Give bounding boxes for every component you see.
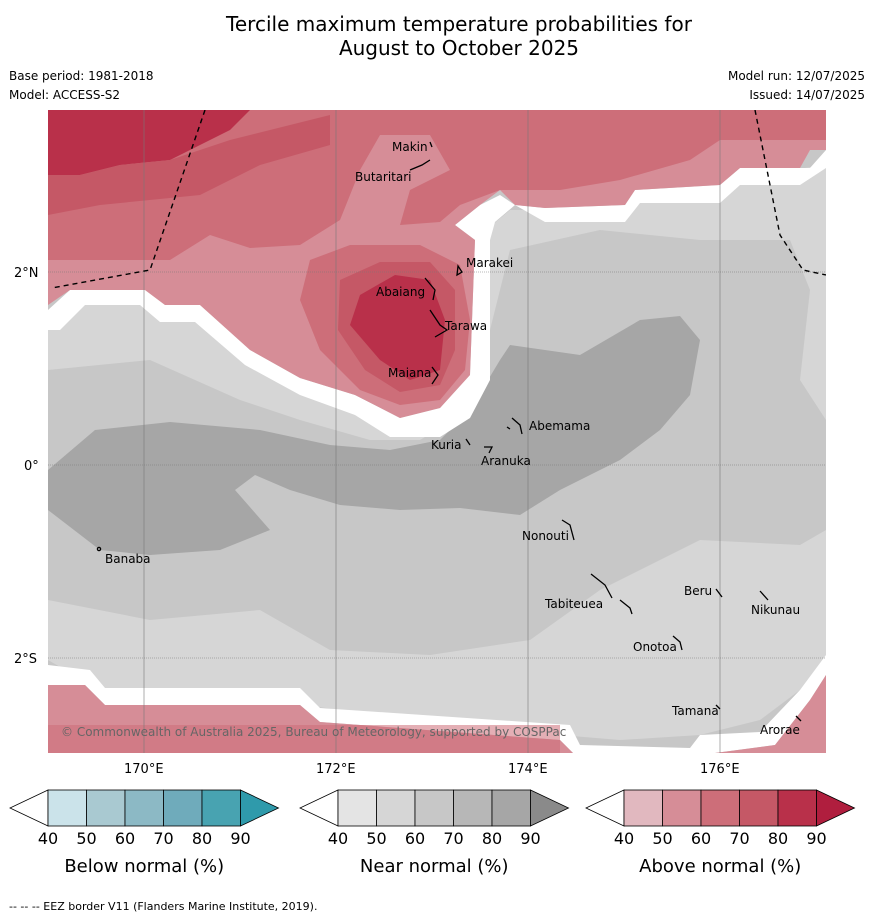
lat-label-0: 0° <box>24 459 39 474</box>
colorbar-above-tick: 40 <box>614 829 634 848</box>
label-abemama: Abemama <box>529 419 590 433</box>
lat-label-2s: 2°S <box>14 652 37 667</box>
label-tabiteuea: Tabiteuea <box>544 597 603 611</box>
colorbar-group: 40 50 60 70 80 90 Below normal (%) 40 50 60 70 80 90… <box>9 789 856 877</box>
colorbar-near-tick: 80 <box>482 829 502 848</box>
near-normal-50-south <box>48 530 826 740</box>
colorbar-below-segment <box>124 789 164 827</box>
colorbar-near-segment <box>414 789 454 827</box>
model-name: Model: ACCESS-S2 <box>9 88 121 102</box>
colorbar-below-low-extend <box>9 789 49 827</box>
colorbar-near-segment <box>491 789 531 827</box>
colorbar-near-segment <box>453 789 493 827</box>
title-line-2: August to October 2025 <box>338 36 580 60</box>
label-nikunau: Nikunau <box>751 603 800 617</box>
colorbar-near-tick: 70 <box>443 829 463 848</box>
label-aranuka: Aranuka <box>481 454 531 468</box>
colorbar-near-tick: 40 <box>328 829 348 848</box>
colorbar-below-tick: 90 <box>230 829 250 848</box>
base-period: Base period: 1981-2018 <box>9 69 154 83</box>
copyright-text: © Commonwealth of Australia 2025, Bureau… <box>61 725 566 739</box>
lon-label-176: 176°E <box>700 762 740 777</box>
above-normal-70-corner <box>48 115 330 215</box>
lon-label-172: 172°E <box>316 762 356 777</box>
colorbar-near-segment <box>337 789 377 827</box>
above-normal-80-corner <box>48 110 250 175</box>
colorbar-near-low-extend <box>299 789 339 827</box>
colorbar-above-tick: 90 <box>806 829 826 848</box>
colorbar-above-segment <box>623 789 663 827</box>
colorbar-above-high-extend <box>816 789 856 827</box>
colorbar-above-segment <box>700 789 740 827</box>
colorbar-near-tick: 60 <box>405 829 425 848</box>
title-line-1: Tercile maximum temperature probabilitie… <box>226 12 692 36</box>
island-outlines <box>96 141 802 722</box>
colorbar-above-tick: 70 <box>729 829 749 848</box>
label-butaritari: Butaritari <box>355 170 412 184</box>
colorbar-above-segment <box>662 789 702 827</box>
colorbar-below-tick: 80 <box>192 829 212 848</box>
colorbar-below-segment <box>86 789 126 827</box>
no-dominant-band-south <box>48 655 826 753</box>
label-onotoa: Onotoa <box>633 640 677 654</box>
colorbar-above-tick: 50 <box>652 829 672 848</box>
label-beru: Beru <box>684 584 712 598</box>
issued-date: Issued: 14/07/2025 <box>749 88 865 102</box>
probability-field: Makin Butaritari Marakei Abaiang Tarawa … <box>48 110 826 753</box>
colorbar-above-label: Above normal (%) <box>639 856 801 877</box>
lat-label-2n: 2°N <box>14 266 39 281</box>
colorbar-above-tick: 80 <box>768 829 788 848</box>
colorbar-above-segment <box>777 789 817 827</box>
eez-footnote: -- -- -- EEZ border V11 (Flanders Marine… <box>9 900 318 913</box>
label-kuria: Kuria <box>431 438 462 452</box>
label-maiana: Maiana <box>388 366 431 380</box>
label-nonouti: Nonouti <box>522 529 569 543</box>
colorbar-below-tick: 50 <box>76 829 96 848</box>
above-normal-80-blob <box>350 275 445 380</box>
lon-label-170: 170°E <box>124 762 164 777</box>
label-abaiang: Abaiang <box>376 285 425 299</box>
colorbar-below-segment <box>163 789 203 827</box>
colorbar-near-tick: 50 <box>366 829 386 848</box>
colorbar-below-segment <box>47 789 87 827</box>
label-makin: Makin <box>392 140 428 154</box>
graticule <box>48 110 826 753</box>
colorbar-below-tick: 40 <box>38 829 58 848</box>
colorbar-near-segment <box>376 789 416 827</box>
above-normal-60-south <box>48 725 560 753</box>
colorbar-near-tick: 90 <box>520 829 540 848</box>
axis-labels: 170°E 172°E 174°E 176°E 2°N 0° 2°S <box>14 266 740 777</box>
colorbar-above-tick: 60 <box>691 829 711 848</box>
map-title: Tercile maximum temperature probabilitie… <box>0 12 873 60</box>
label-tarawa: Tarawa <box>444 319 487 333</box>
label-marakei: Marakei <box>466 256 513 270</box>
lon-label-174: 174°E <box>508 762 548 777</box>
colorbar-below-high-extend <box>240 789 280 827</box>
colorbar-near-label: Near normal (%) <box>360 856 509 877</box>
near-normal-50-north <box>48 165 826 440</box>
label-tamana: Tamana <box>671 704 719 718</box>
colorbar-above-segment <box>739 789 779 827</box>
colorbar-near-high-extend <box>530 789 570 827</box>
no-dominant-band-north <box>48 150 826 437</box>
near-normal-70-area <box>48 316 700 555</box>
eez-border <box>51 110 826 289</box>
label-banaba: Banaba <box>105 552 151 566</box>
model-run: Model run: 12/07/2025 <box>727 69 865 83</box>
colorbar-below-label: Below normal (%) <box>64 856 224 877</box>
above-normal-50-southeast <box>715 675 826 753</box>
label-arorae: Arorae <box>760 723 800 737</box>
colorbar-above-low-extend <box>585 789 625 827</box>
colorbar-below-tick: 70 <box>153 829 173 848</box>
colorbar-below-segment <box>201 789 241 827</box>
place-labels: Makin Butaritari Marakei Abaiang Tarawa … <box>105 140 800 737</box>
colorbar-below-tick: 60 <box>115 829 135 848</box>
